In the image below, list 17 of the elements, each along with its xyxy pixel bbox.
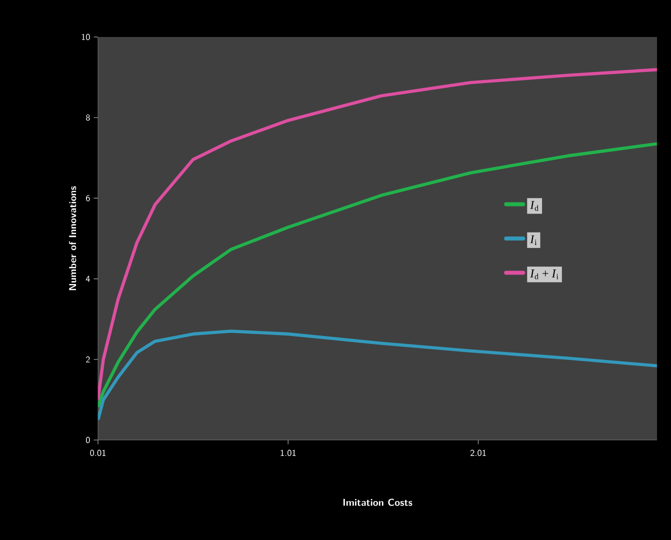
line-series bbox=[98, 68, 658, 402]
y-tick-label: 6 bbox=[86, 195, 90, 202]
x-tick-label: 2.01 bbox=[470, 450, 486, 456]
line-series bbox=[98, 142, 658, 409]
y-tick-label: 4 bbox=[86, 276, 90, 282]
legend-label: I$_{i}$ bbox=[530, 235, 537, 245]
x-tick-label: 1.01 bbox=[280, 450, 296, 456]
x-tick-label: 0.01 bbox=[90, 450, 106, 456]
y-axis-title: Number of Innovations bbox=[69, 186, 76, 290]
legend-label: I$_{d}$ bbox=[530, 201, 538, 211]
line-series bbox=[98, 330, 658, 422]
x-axis-title: Imitation Costs bbox=[343, 498, 412, 506]
y-tick-label: 8 bbox=[86, 114, 90, 121]
legend-label: I$_{d}$ + I$_{i}$ bbox=[530, 270, 558, 280]
y-tick-label: 0 bbox=[86, 436, 90, 444]
y-tick-label: 2 bbox=[86, 356, 90, 362]
y-tick-label: 10 bbox=[82, 34, 90, 40]
